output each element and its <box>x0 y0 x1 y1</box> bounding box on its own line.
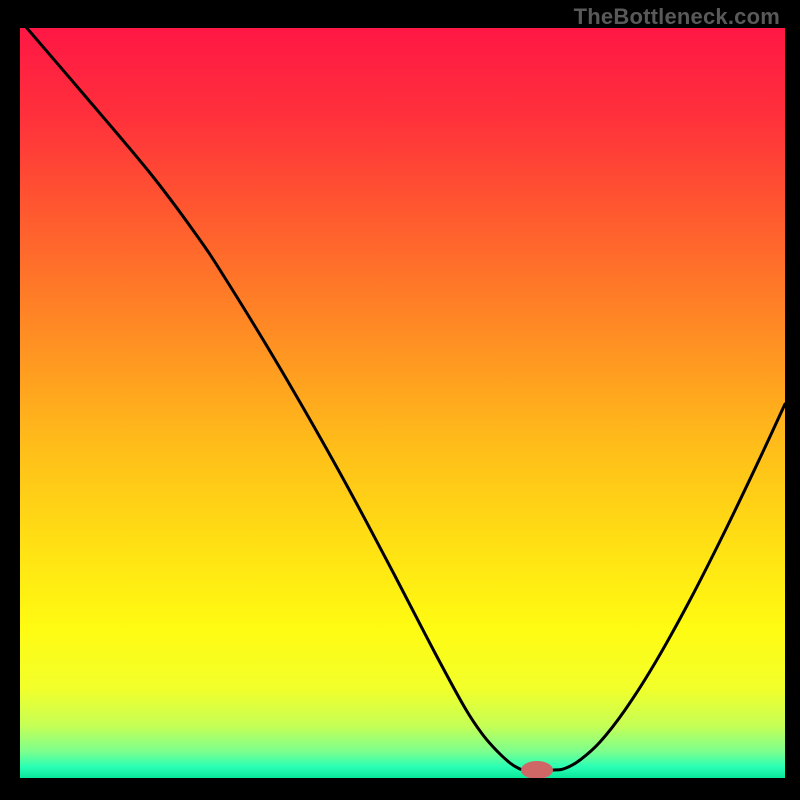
watermark-text: TheBottleneck.com <box>574 4 780 30</box>
plot-area <box>20 28 785 778</box>
chart-container: TheBottleneck.com <box>0 0 800 800</box>
gradient-background <box>20 28 785 778</box>
bottleneck-chart <box>20 28 785 778</box>
